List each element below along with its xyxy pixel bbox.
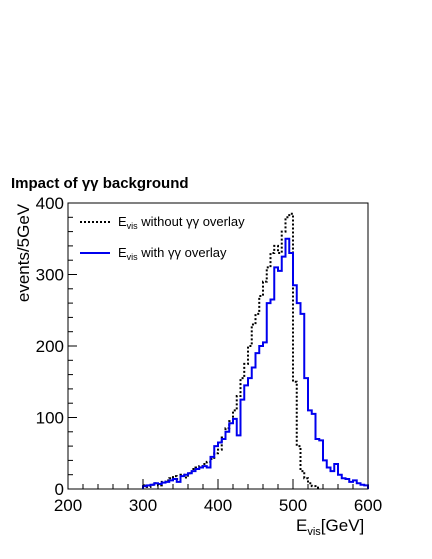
bin-with-overlay: [207, 468, 211, 489]
x-tick-label: 200: [54, 496, 82, 515]
y-tick-label: 200: [36, 337, 64, 356]
bin-with-overlay: [147, 485, 151, 489]
tick-layer: 200 300 400 500 600 0 100 200 300 400: [36, 194, 383, 515]
histogram-layer: [142, 212, 369, 489]
bin-with-overlay: [214, 446, 218, 489]
bin-with-overlay: [252, 367, 256, 489]
bin-with-overlay: [154, 483, 158, 489]
bin-with-overlay: [289, 253, 293, 489]
bin-with-overlay: [331, 471, 335, 489]
bin-with-overlay: [192, 471, 196, 489]
bin-with-overlay: [181, 476, 185, 489]
bin-with-overlay: [327, 468, 331, 489]
bin-with-overlay: [346, 479, 350, 489]
bin-with-overlay: [233, 419, 237, 489]
bin-with-overlay: [293, 285, 297, 489]
bin-with-overlay: [364, 485, 368, 489]
bin-with-overlay: [342, 478, 346, 489]
y-axis-label: events/5GeV: [14, 203, 33, 302]
bin-with-overlay: [301, 314, 305, 489]
bin-with-overlay: [353, 480, 357, 489]
bin-with-overlay: [349, 482, 353, 489]
bin-with-overlay: [308, 410, 312, 489]
bin-with-overlay: [184, 475, 188, 489]
bin-with-overlay: [282, 257, 286, 489]
bin-with-overlay: [237, 435, 241, 489]
bin-with-overlay: [211, 457, 215, 489]
bin-with-overlay: [256, 353, 260, 489]
bin-with-overlay: [173, 479, 177, 489]
bin-with-overlay: [286, 239, 290, 489]
legend-label-without-overlay: Evis without γγ overlay: [118, 214, 245, 231]
bin-with-overlay: [338, 475, 342, 489]
bin-with-overlay: [304, 378, 308, 489]
bin-with-overlay: [222, 439, 226, 489]
y-tick-label: 100: [36, 409, 64, 428]
x-tick-label: 400: [204, 496, 232, 515]
bin-with-overlay: [169, 480, 173, 489]
legend-label-with-overlay: Evis with γγ overlay: [118, 245, 227, 262]
chart-title: Impact of γγ background: [11, 175, 189, 192]
bin-with-overlay: [297, 303, 301, 489]
bin-with-overlay: [218, 443, 222, 489]
bin-with-overlay: [177, 482, 181, 489]
bin-with-overlay: [334, 464, 338, 489]
bin-with-overlay: [229, 423, 233, 489]
y-tick-label: 400: [36, 194, 64, 213]
bin-with-overlay: [259, 346, 263, 489]
bin-with-overlay: [267, 303, 271, 489]
legend: Evis without γγ overlay Evis with γγ ove…: [80, 214, 245, 262]
bin-with-overlay: [357, 483, 361, 489]
bin-with-overlay: [166, 482, 170, 489]
plot-area: 200 300 400 500 600 0 100 200 300 400: [36, 194, 383, 515]
bin-with-overlay: [158, 484, 162, 489]
bin-with-overlay: [263, 342, 267, 489]
bin-with-overlay: [199, 468, 203, 489]
bin-with-overlay: [319, 440, 323, 489]
x-axis-label: Evis[GeV]: [296, 516, 364, 538]
bin-with-overlay: [203, 466, 207, 489]
y-tick-label: 0: [55, 480, 64, 499]
bin-with-overlay: [196, 469, 200, 489]
bin-with-overlay: [361, 485, 365, 489]
bin-with-overlay: [241, 400, 245, 489]
bin-with-overlay: [226, 432, 230, 489]
x-tick-label: 600: [354, 496, 382, 515]
bin-with-overlay: [278, 271, 282, 489]
x-tick-label: 300: [129, 496, 157, 515]
bin-with-overlay: [162, 483, 166, 489]
series-with-overlay: [142, 237, 369, 489]
bin-with-overlay: [271, 300, 275, 489]
bin-with-overlay: [316, 439, 320, 489]
bin-with-overlay: [188, 473, 192, 489]
bin-with-overlay: [312, 414, 316, 489]
y-tick-label: 300: [36, 266, 64, 285]
bin-with-overlay: [143, 486, 147, 489]
bin-with-overlay: [323, 460, 327, 489]
bin-with-overlay: [151, 485, 155, 489]
bin-with-overlay: [248, 378, 252, 489]
bin-with-overlay: [274, 267, 278, 489]
x-tick-label: 500: [279, 496, 307, 515]
bin-with-overlay: [244, 385, 248, 489]
